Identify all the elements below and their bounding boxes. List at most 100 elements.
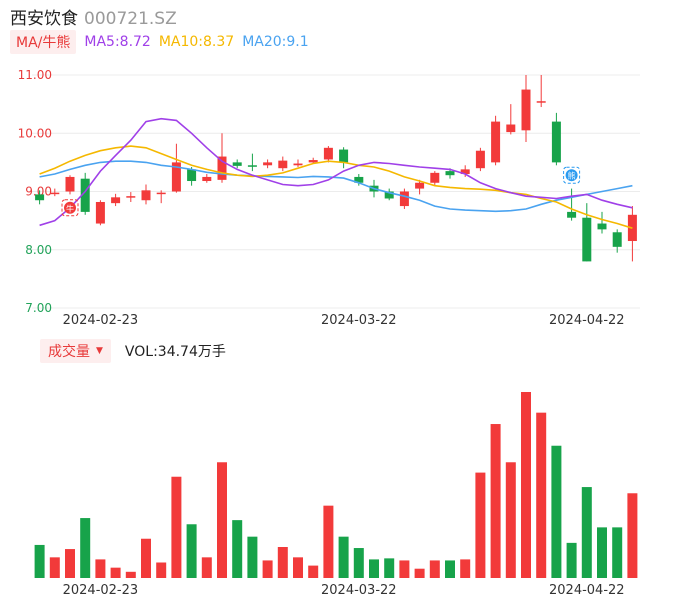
candle-body — [491, 121, 501, 163]
volume-bar — [475, 472, 486, 578]
volume-bar — [338, 536, 349, 578]
ma-selector-button[interactable]: MA/牛熊 — [10, 30, 77, 54]
ma20-line — [39, 160, 633, 213]
y-tick-label: 7.00 — [25, 301, 52, 315]
candle-body — [278, 160, 288, 169]
stock-code: 000721.SZ — [84, 9, 177, 29]
volume-bar — [49, 557, 60, 578]
ma5-legend: MA5:8.72 — [84, 34, 151, 50]
caret-down-icon: ▼ — [96, 346, 103, 356]
x-tick-label: 2024-02-23 — [63, 583, 139, 598]
candle-body — [50, 192, 60, 195]
candle-body — [521, 89, 531, 131]
volume-bar — [110, 567, 121, 578]
marker-frame — [563, 166, 581, 184]
volume-bar — [141, 538, 151, 578]
volume-selector-label: 成交量 — [48, 344, 90, 360]
volume-bar — [627, 493, 638, 578]
candle-body — [65, 176, 75, 192]
ma5-line — [39, 117, 633, 227]
volume-bar — [521, 392, 531, 578]
x-tick-label: 2024-04-22 — [549, 313, 625, 328]
candle-body — [354, 176, 364, 183]
volume-bar — [566, 542, 577, 578]
candle-body — [612, 232, 622, 247]
volume-selector-button[interactable]: 成交量 ▼ — [40, 339, 111, 363]
ma20-legend: MA20:9.1 — [242, 34, 309, 50]
candle-body — [217, 156, 227, 180]
candle-body — [536, 101, 546, 103]
candle-body — [323, 147, 333, 160]
candle-body — [247, 165, 257, 167]
candle-body — [460, 169, 470, 175]
volume-bar — [505, 462, 516, 578]
candle-body — [141, 190, 151, 201]
candle-body — [506, 124, 516, 133]
candle-body — [415, 182, 425, 189]
candle-body — [293, 163, 303, 166]
volume-bar — [612, 527, 623, 578]
volume-bar — [171, 476, 182, 578]
candle-body — [35, 194, 45, 201]
volume-bar — [125, 571, 136, 578]
y-tick-label: 8.00 — [25, 243, 52, 257]
ma10-legend: MA10:8.37 — [158, 34, 235, 50]
candle-body — [582, 217, 592, 262]
marker-dot — [64, 201, 76, 214]
volume-bar — [95, 559, 106, 578]
candle-body — [399, 191, 409, 207]
stock-name: 西安饮食 — [10, 9, 78, 29]
volume-bar — [201, 557, 212, 578]
volume-bar — [247, 536, 258, 578]
volume-bar — [384, 558, 395, 578]
volume-bar — [65, 549, 75, 578]
candle-body — [95, 201, 105, 224]
volume-bar — [369, 559, 379, 578]
y-tick-label: 10.00 — [18, 126, 52, 140]
volume-legend: 成交量 ▼ VOL:34.74万手 — [40, 339, 226, 363]
volume-bar — [490, 424, 501, 578]
volume-value: VOL:34.74万手 — [124, 344, 226, 360]
candle-body — [156, 192, 166, 195]
marker-frame — [61, 199, 79, 217]
volume-bar — [293, 557, 303, 578]
candle-body — [80, 178, 90, 212]
marker-dot — [565, 169, 578, 182]
marker-label: 熊 — [568, 171, 576, 181]
stock-header: 西安饮食 000721.SZ — [10, 4, 177, 29]
volume-bar — [445, 560, 455, 578]
candle-body — [384, 191, 394, 199]
candle-body — [430, 172, 440, 183]
candle-body — [339, 149, 349, 163]
candle-body — [475, 150, 485, 169]
volume-bar — [414, 568, 425, 578]
y-tick-label: 11.00 — [18, 68, 52, 82]
candle-body — [445, 171, 455, 176]
candle-body — [111, 197, 121, 204]
candle-body — [187, 169, 197, 182]
candle-body — [567, 211, 577, 218]
volume-bar — [186, 524, 197, 578]
x-tick-label: 2024-03-22 — [321, 583, 397, 598]
marker-label: 牛 — [66, 203, 74, 213]
volume-bar — [34, 544, 45, 578]
volume-bar — [399, 560, 410, 578]
candle-body — [551, 121, 561, 163]
candle-body — [232, 162, 242, 166]
candle-body — [171, 162, 181, 192]
volume-bar — [217, 462, 227, 578]
x-tick-label: 2024-02-23 — [63, 313, 139, 328]
volume-bar — [581, 487, 592, 578]
ma10-line — [39, 145, 633, 229]
volume-bar — [277, 547, 288, 578]
volume-bar — [308, 565, 319, 578]
ma-legend: MA/牛熊 MA5:8.72 MA10:8.37 MA20:9.1 — [10, 30, 309, 54]
volume-bar — [353, 548, 364, 578]
candle-body — [308, 160, 318, 163]
volume-bar — [597, 527, 607, 578]
y-tick-label: 9.00 — [25, 185, 52, 199]
candle-body — [126, 196, 136, 198]
volume-bar — [232, 520, 243, 578]
candle-body — [263, 162, 273, 166]
